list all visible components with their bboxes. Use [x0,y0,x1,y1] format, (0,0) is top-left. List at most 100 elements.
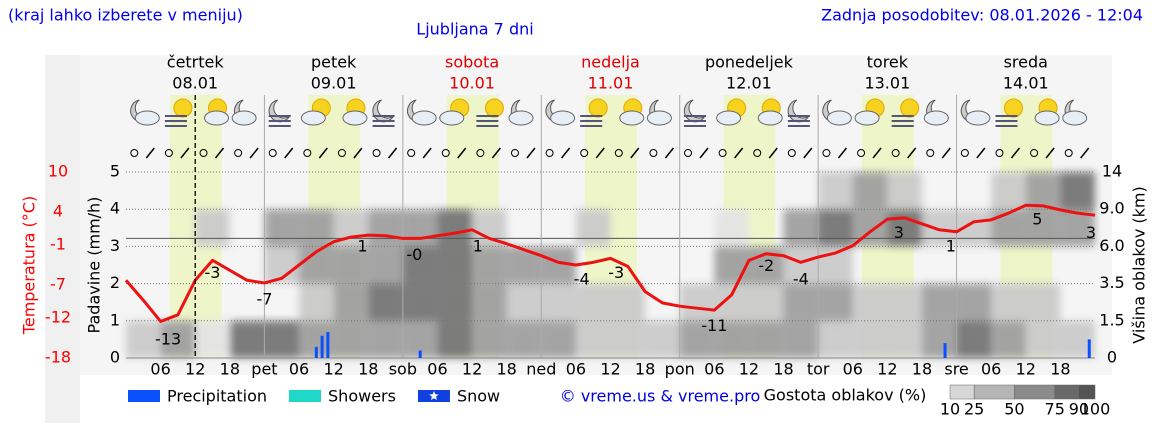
cloud-cell [852,320,888,358]
wind-barb [941,147,951,159]
wind-barb [699,147,709,159]
wind-calm [545,149,554,157]
x-tick-label: pon [665,360,695,379]
cloud-cell [818,283,853,321]
colorbar-segment [1078,384,1096,400]
x-tick-label: 12 [739,360,759,379]
temp-tick-label: -7 [50,274,66,293]
day-name: sobota [445,53,499,72]
cloud-cell [818,320,853,358]
cloud-cell [195,320,230,358]
temp-annotation: -3 [205,263,221,282]
left-panel [45,55,80,423]
wind-barb [1045,147,1055,159]
precipitation-bar [1087,339,1091,358]
colorbar-tick-label: 90 [1069,400,1089,419]
legend-swatch [289,390,322,402]
cloud-icon [300,110,326,126]
cloud-cell [333,320,369,358]
temp-tick-label: 10 [48,162,68,181]
colorbar-tick-label: 25 [964,400,984,419]
cloud-cell [541,283,576,321]
cloud-cell [991,320,1026,358]
wind-calm [337,149,346,157]
y2-tick-label: 0 [1107,348,1117,367]
cloud-cell [472,283,507,321]
wind-calm [822,149,831,157]
wind-calm [407,149,416,157]
cloud-cell [506,283,542,321]
cloud-cell [991,283,1026,321]
fog-icon [580,115,603,127]
wind-barb [837,147,848,159]
wind-calm [510,149,519,157]
day-date: 10.01 [449,74,495,93]
cloud-cell [783,320,819,358]
wind-barb [422,147,432,159]
cloud-icon [134,110,160,126]
cloud-cell [991,209,1026,247]
wind-barb [734,147,744,159]
cloud-cell [333,246,369,284]
x-tick-label: sre [944,360,968,379]
cloud-cell [575,209,611,247]
cloud-cell [610,320,646,358]
day-date: 14.01 [1003,74,1049,93]
cloud-icon [965,110,991,126]
y2-tick-label: 1.5 [1099,310,1124,329]
snow-star [429,391,439,401]
cloud-cell [575,283,611,321]
y-tick-label: 0 [110,348,120,367]
legend-label: Precipitation [167,387,267,406]
cloud-cell [402,246,438,284]
sun-icon [173,98,193,118]
colorbar-segment [949,384,975,400]
sun-icon [484,98,504,118]
x-tick-label: 06 [566,360,586,379]
cloud-cell [402,209,438,247]
cloud-cell [402,283,438,321]
wind-barb [907,147,917,159]
wind-barb [561,147,571,159]
y-tick-label: 5 [110,162,120,181]
cloud-cell [783,209,819,247]
temp-tick-label: -12 [45,308,71,327]
wind-barb [491,147,501,159]
wind-barb [457,147,467,159]
wind-calm [753,149,762,157]
cloud-cell [887,172,922,210]
cloud-cell [1025,283,1061,321]
cloud-cell [437,246,473,284]
wind-calm [926,149,935,157]
colorbar-tick-label: 100 [1080,400,1111,419]
cloud-cell [714,246,749,284]
x-tick-label: 12 [323,360,343,379]
cloud-icon [854,110,880,126]
wind-calm [857,149,866,157]
cloud-cell [921,283,957,321]
x-tick-label: 12 [185,360,205,379]
temp-annotation: 3 [894,223,904,242]
colorbar-segment [1014,384,1055,400]
x-tick-label: 12 [600,360,620,379]
cloud-cell [229,320,265,358]
wind-calm [303,149,312,157]
y2-tick-label: 3.5 [1099,273,1124,292]
cloud-icon [411,110,437,126]
x-tick-label: 06 [843,360,863,379]
wind-barb [1010,147,1021,159]
cloud-icon [716,110,742,126]
fog-icon [891,115,914,127]
x-tick-label: ned [526,360,556,379]
cloud-icon [1034,110,1060,126]
wind-calm [164,149,173,157]
cloud-cell [575,320,611,358]
cloud-icon [923,110,949,126]
sun-icon [588,98,608,118]
cloud-cell [818,209,853,247]
cloud-cell [1025,209,1061,247]
wind-calm [234,149,243,157]
fog-icon [268,115,291,127]
wind-barb [284,147,294,159]
wind-calm [268,149,277,157]
